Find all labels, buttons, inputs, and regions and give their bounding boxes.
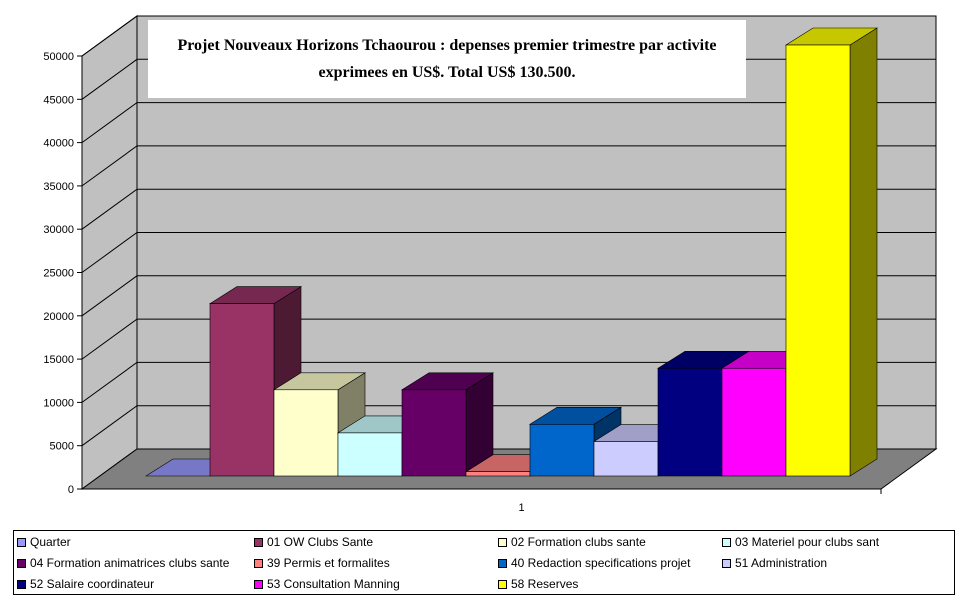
legend-swatch: [17, 537, 26, 547]
bar-side: [849, 27, 878, 477]
y-tick-label: 45000: [43, 94, 74, 106]
legend-swatch: [254, 579, 263, 589]
gridline: [81, 15, 936, 57]
legend-swatch: [498, 537, 507, 547]
bar-front: [401, 389, 467, 477]
bar-front: [273, 389, 339, 477]
legend-item: 58 Reserves: [498, 576, 578, 592]
legend: Quarter 01 OW Clubs Sante 02 Formation clu…: [13, 530, 955, 595]
bar-front: [529, 423, 595, 477]
legend-item: 01 OW Clubs Sante: [254, 534, 373, 550]
gridline: [81, 275, 936, 317]
y-tick-label: 10000: [43, 397, 74, 409]
legend-item: 51 Administration: [722, 555, 827, 571]
bar-front: [657, 367, 723, 477]
legend-swatch: [254, 537, 263, 547]
legend-item: 52 Salaire coordinateur: [17, 576, 154, 592]
legend-label: 40 Redaction specifications projet: [511, 556, 691, 570]
legend-item: 03 Materiel pour clubs sant: [722, 534, 879, 550]
legend-label: 03 Materiel pour clubs sant: [735, 535, 880, 549]
legend-item: 40 Redaction specifications projet: [498, 555, 690, 571]
y-tick-label: 40000: [43, 138, 74, 150]
chart-title-box: Projet Nouveaux Horizons Tchaourou : dep…: [148, 20, 746, 98]
legend-label: 52 Salaire coordinateur: [30, 577, 155, 591]
y-tick-label: 0: [68, 484, 74, 496]
x-axis: 1: [82, 488, 882, 514]
bar: [784, 27, 879, 477]
legend-swatch: [17, 558, 26, 568]
legend-label: Quarter: [30, 535, 71, 549]
bar: [208, 286, 303, 477]
bar-front: [593, 441, 659, 477]
gridline: [81, 232, 936, 273]
legend-item: 53 Consultation Manning: [254, 576, 400, 592]
legend-swatch: [17, 579, 26, 589]
gridline: [81, 102, 936, 144]
chart-title: Projet Nouveaux Horizons Tchaourou : dep…: [177, 37, 717, 81]
y-axis: 0 5000 10000 15000 20000 25000 30000 35000 40000…: [43, 51, 83, 496]
y-tick-label: 50000: [43, 51, 74, 63]
y-tick-label: 5000: [50, 441, 74, 453]
x-tick-label: 1: [518, 502, 524, 514]
legend-swatch: [498, 558, 507, 568]
gridline: [81, 145, 936, 187]
legend-item: Quarter: [17, 534, 71, 550]
bar-front: [465, 471, 531, 477]
y-tick-label: 35000: [43, 181, 74, 193]
legend-label: 39 Permis et formalites: [267, 556, 390, 570]
legend-label: 58 Reserves: [511, 577, 579, 591]
legend-item: 39 Permis et formalites: [254, 555, 390, 571]
bar-front: [721, 367, 787, 477]
bar-front: [209, 303, 275, 477]
legend-label: 51 Administration: [735, 556, 828, 570]
legend-label: 01 OW Clubs Sante: [267, 535, 374, 549]
legend-item: 02 Formation clubs sante: [498, 534, 646, 550]
gridline: [81, 188, 936, 230]
legend-label: 53 Consultation Manning: [267, 577, 400, 591]
y-tick-label: 20000: [43, 311, 74, 323]
legend-swatch: [722, 558, 731, 568]
y-tick-label: 25000: [43, 268, 74, 280]
gridline: [81, 318, 936, 360]
legend-label: 04 Formation animatrices clubs sante: [30, 556, 230, 570]
legend-swatch: [254, 558, 263, 568]
bar-front: [337, 432, 403, 477]
bar: [400, 372, 495, 477]
legend-label: 02 Formation clubs sante: [511, 535, 646, 549]
legend-swatch: [498, 579, 507, 589]
bars: [144, 27, 879, 477]
y-tick-label: 30000: [43, 224, 74, 236]
bar-front: [785, 44, 851, 477]
legend-item: 04 Formation animatrices clubs sante: [17, 555, 229, 571]
legend-swatch: [722, 537, 731, 547]
y-tick-label: 15000: [43, 354, 74, 366]
